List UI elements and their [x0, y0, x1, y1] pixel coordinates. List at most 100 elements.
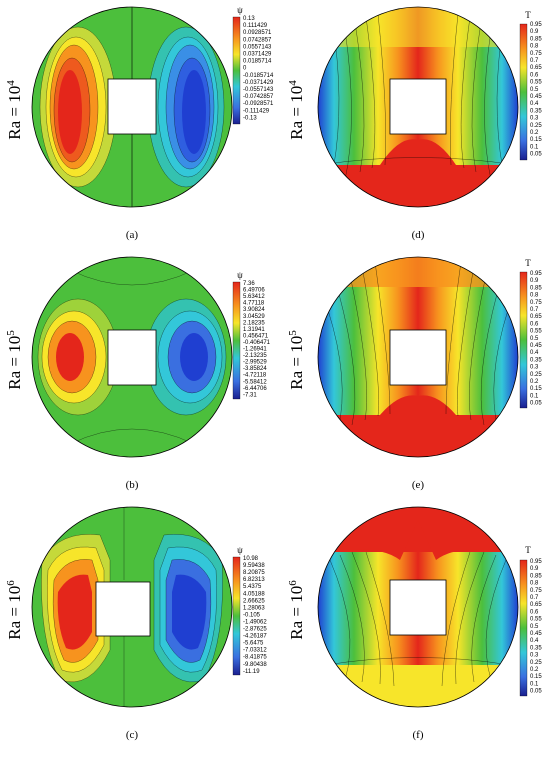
- legend-tick-label: 1.31941: [243, 327, 265, 333]
- inner-square-f: [389, 579, 447, 636]
- caption-a: (a): [126, 229, 139, 241]
- legend-tick-label: -2.13235: [243, 353, 267, 359]
- legend-tick-label: 0: [243, 66, 247, 72]
- ra-label-b: Ra = 105: [5, 330, 24, 390]
- legend-title-a: ψ: [237, 5, 243, 15]
- legend-tick-label: 0.111429: [243, 23, 268, 29]
- inner-square-d: [389, 78, 447, 135]
- legend-tick-label: 0.35: [530, 645, 542, 651]
- legend-tick-label: 0.8: [530, 44, 539, 50]
- legend-tick-label: 0.45: [530, 631, 542, 637]
- legend-tick-label: -8.41875: [243, 655, 267, 661]
- inner-square-a: [107, 78, 157, 135]
- legend-tick-label: 7.36: [243, 281, 255, 287]
- legend-bar-b: [232, 281, 241, 400]
- legend-title-f: T: [525, 545, 531, 555]
- legend-tick-label: -0.0371429: [243, 80, 274, 86]
- legend-tick-label: 0.7: [530, 58, 539, 64]
- legend-tick-label: 0.6: [530, 72, 539, 78]
- legend-tick-label: 0.75: [530, 588, 542, 594]
- legend-tick-label: -0.0742857: [243, 94, 274, 100]
- legend-tick-label: 0.6: [530, 609, 539, 615]
- legend-tick-label: 2.66625: [243, 598, 265, 604]
- legend-tick-label: 0.1: [530, 681, 539, 687]
- legend-tick-label: 0.95: [530, 559, 542, 565]
- legend-tick-label: 0.1: [530, 144, 539, 150]
- legend-tick-label: 5.4375: [243, 584, 262, 590]
- legend-labels-d: 0.950.90.850.80.750.70.650.60.550.50.450…: [530, 22, 542, 158]
- legend-tick-label: -5.6475: [243, 641, 264, 647]
- legend-tick-label: 0.9: [530, 29, 539, 35]
- legend-tick-label: 0.5: [530, 336, 539, 342]
- ra-label-f: Ra = 106: [287, 580, 306, 640]
- legend-tick-label: -0.13: [243, 115, 257, 121]
- legend-tick-label: 0.1: [530, 393, 539, 399]
- legend-title-c: ψ: [237, 545, 243, 555]
- legend-tick-label: 1.28063: [243, 605, 265, 611]
- legend-tick-label: 0.05: [530, 152, 542, 158]
- legend-tick-label: 2.18235: [243, 320, 265, 326]
- legend-tick-label: 0.85: [530, 36, 542, 42]
- legend-tick-label: 0.15: [530, 674, 542, 680]
- legend-tick-label: -7.03312: [243, 648, 267, 654]
- legend-tick-label: 0.35: [530, 357, 542, 363]
- legend-tick-label: 0.13: [243, 16, 255, 22]
- legend-bar-e: [519, 271, 528, 409]
- legend-tick-label: 0.85: [530, 573, 542, 579]
- legend-tick-label: 0.35: [530, 108, 542, 114]
- legend-tick-label: 0.8: [530, 581, 539, 587]
- legend-tick-label: 0.85: [530, 285, 542, 291]
- caption-c: (c): [126, 729, 139, 741]
- legend-tick-label: 0.95: [530, 22, 542, 28]
- legend-tick-label: 0.8: [530, 293, 539, 299]
- legend-tick-label: 0.9: [530, 566, 539, 572]
- legend-tick-label: 0.9: [530, 278, 539, 284]
- legend-tick-label: 5.63412: [243, 294, 265, 300]
- legend-tick-label: 0.5: [530, 87, 539, 93]
- legend-tick-label: 0.55: [530, 617, 542, 623]
- legend-tick-label: 0.25: [530, 660, 542, 666]
- legend-tick-label: 0.15: [530, 137, 542, 143]
- legend-tick-label: 0.75: [530, 300, 542, 306]
- legend-tick-label: -2.87625: [243, 627, 267, 633]
- legend-title-b: ψ: [237, 270, 243, 280]
- legend-tick-label: 0.95: [530, 271, 542, 277]
- legend-tick-label: 0.55: [530, 329, 542, 335]
- legend-tick-label: -0.111429: [243, 108, 270, 114]
- legend-tick-label: 0.45: [530, 343, 542, 349]
- legend-tick-label: 0.0742857: [243, 37, 272, 43]
- legend-tick-label: 8.20875: [243, 570, 265, 576]
- legend-tick-label: -0.406471: [243, 340, 271, 346]
- legend-bar-c: [232, 556, 241, 676]
- legend-labels-f: 0.950.90.850.80.750.70.650.60.550.50.450…: [530, 559, 542, 695]
- legend-labels-e: 0.950.90.850.80.750.70.650.60.550.50.450…: [530, 271, 542, 407]
- legend-tick-label: 0.2: [530, 130, 539, 136]
- legend-tick-label: 4.05188: [243, 591, 265, 597]
- legend-tick-label: -6.44706: [243, 386, 267, 392]
- legend-tick-label: 0.75: [530, 51, 542, 57]
- legend-tick-label: 0.3: [530, 653, 539, 659]
- legend-title-d: T: [525, 10, 531, 20]
- legend-tick-label: 3.90824: [243, 307, 265, 313]
- legend-tick-label: 0.7: [530, 307, 539, 313]
- legend-tick-label: 0.0557143: [243, 44, 272, 50]
- inner-square-c: [95, 581, 151, 637]
- panel-d: Ra = 104 T 0.950.90.850.80: [287, 6, 542, 241]
- legend-tick-label: 10.98: [243, 556, 259, 562]
- legend-title-e: T: [525, 258, 531, 268]
- panel-b: Ra = 105 ψ 7.366.4: [5, 256, 271, 491]
- legend-tick-label: 0.7: [530, 595, 539, 601]
- caption-b: (b): [126, 479, 139, 491]
- legend-tick-label: 0.3: [530, 116, 539, 122]
- legend-tick-label: -4.72118: [243, 373, 267, 379]
- caption-e: (e): [412, 479, 425, 491]
- legend-tick-label: 0.15: [530, 386, 542, 392]
- legend-tick-label: 0.25: [530, 372, 542, 378]
- legend-tick-label: 9.59438: [243, 563, 265, 569]
- legend-tick-label: 0.0185714: [243, 59, 272, 65]
- legend-tick-label: 3.04529: [243, 314, 265, 320]
- inner-square-b: [107, 329, 157, 386]
- legend-tick-label: 0.55: [530, 80, 542, 86]
- legend-tick-label: -1.26941: [243, 347, 267, 353]
